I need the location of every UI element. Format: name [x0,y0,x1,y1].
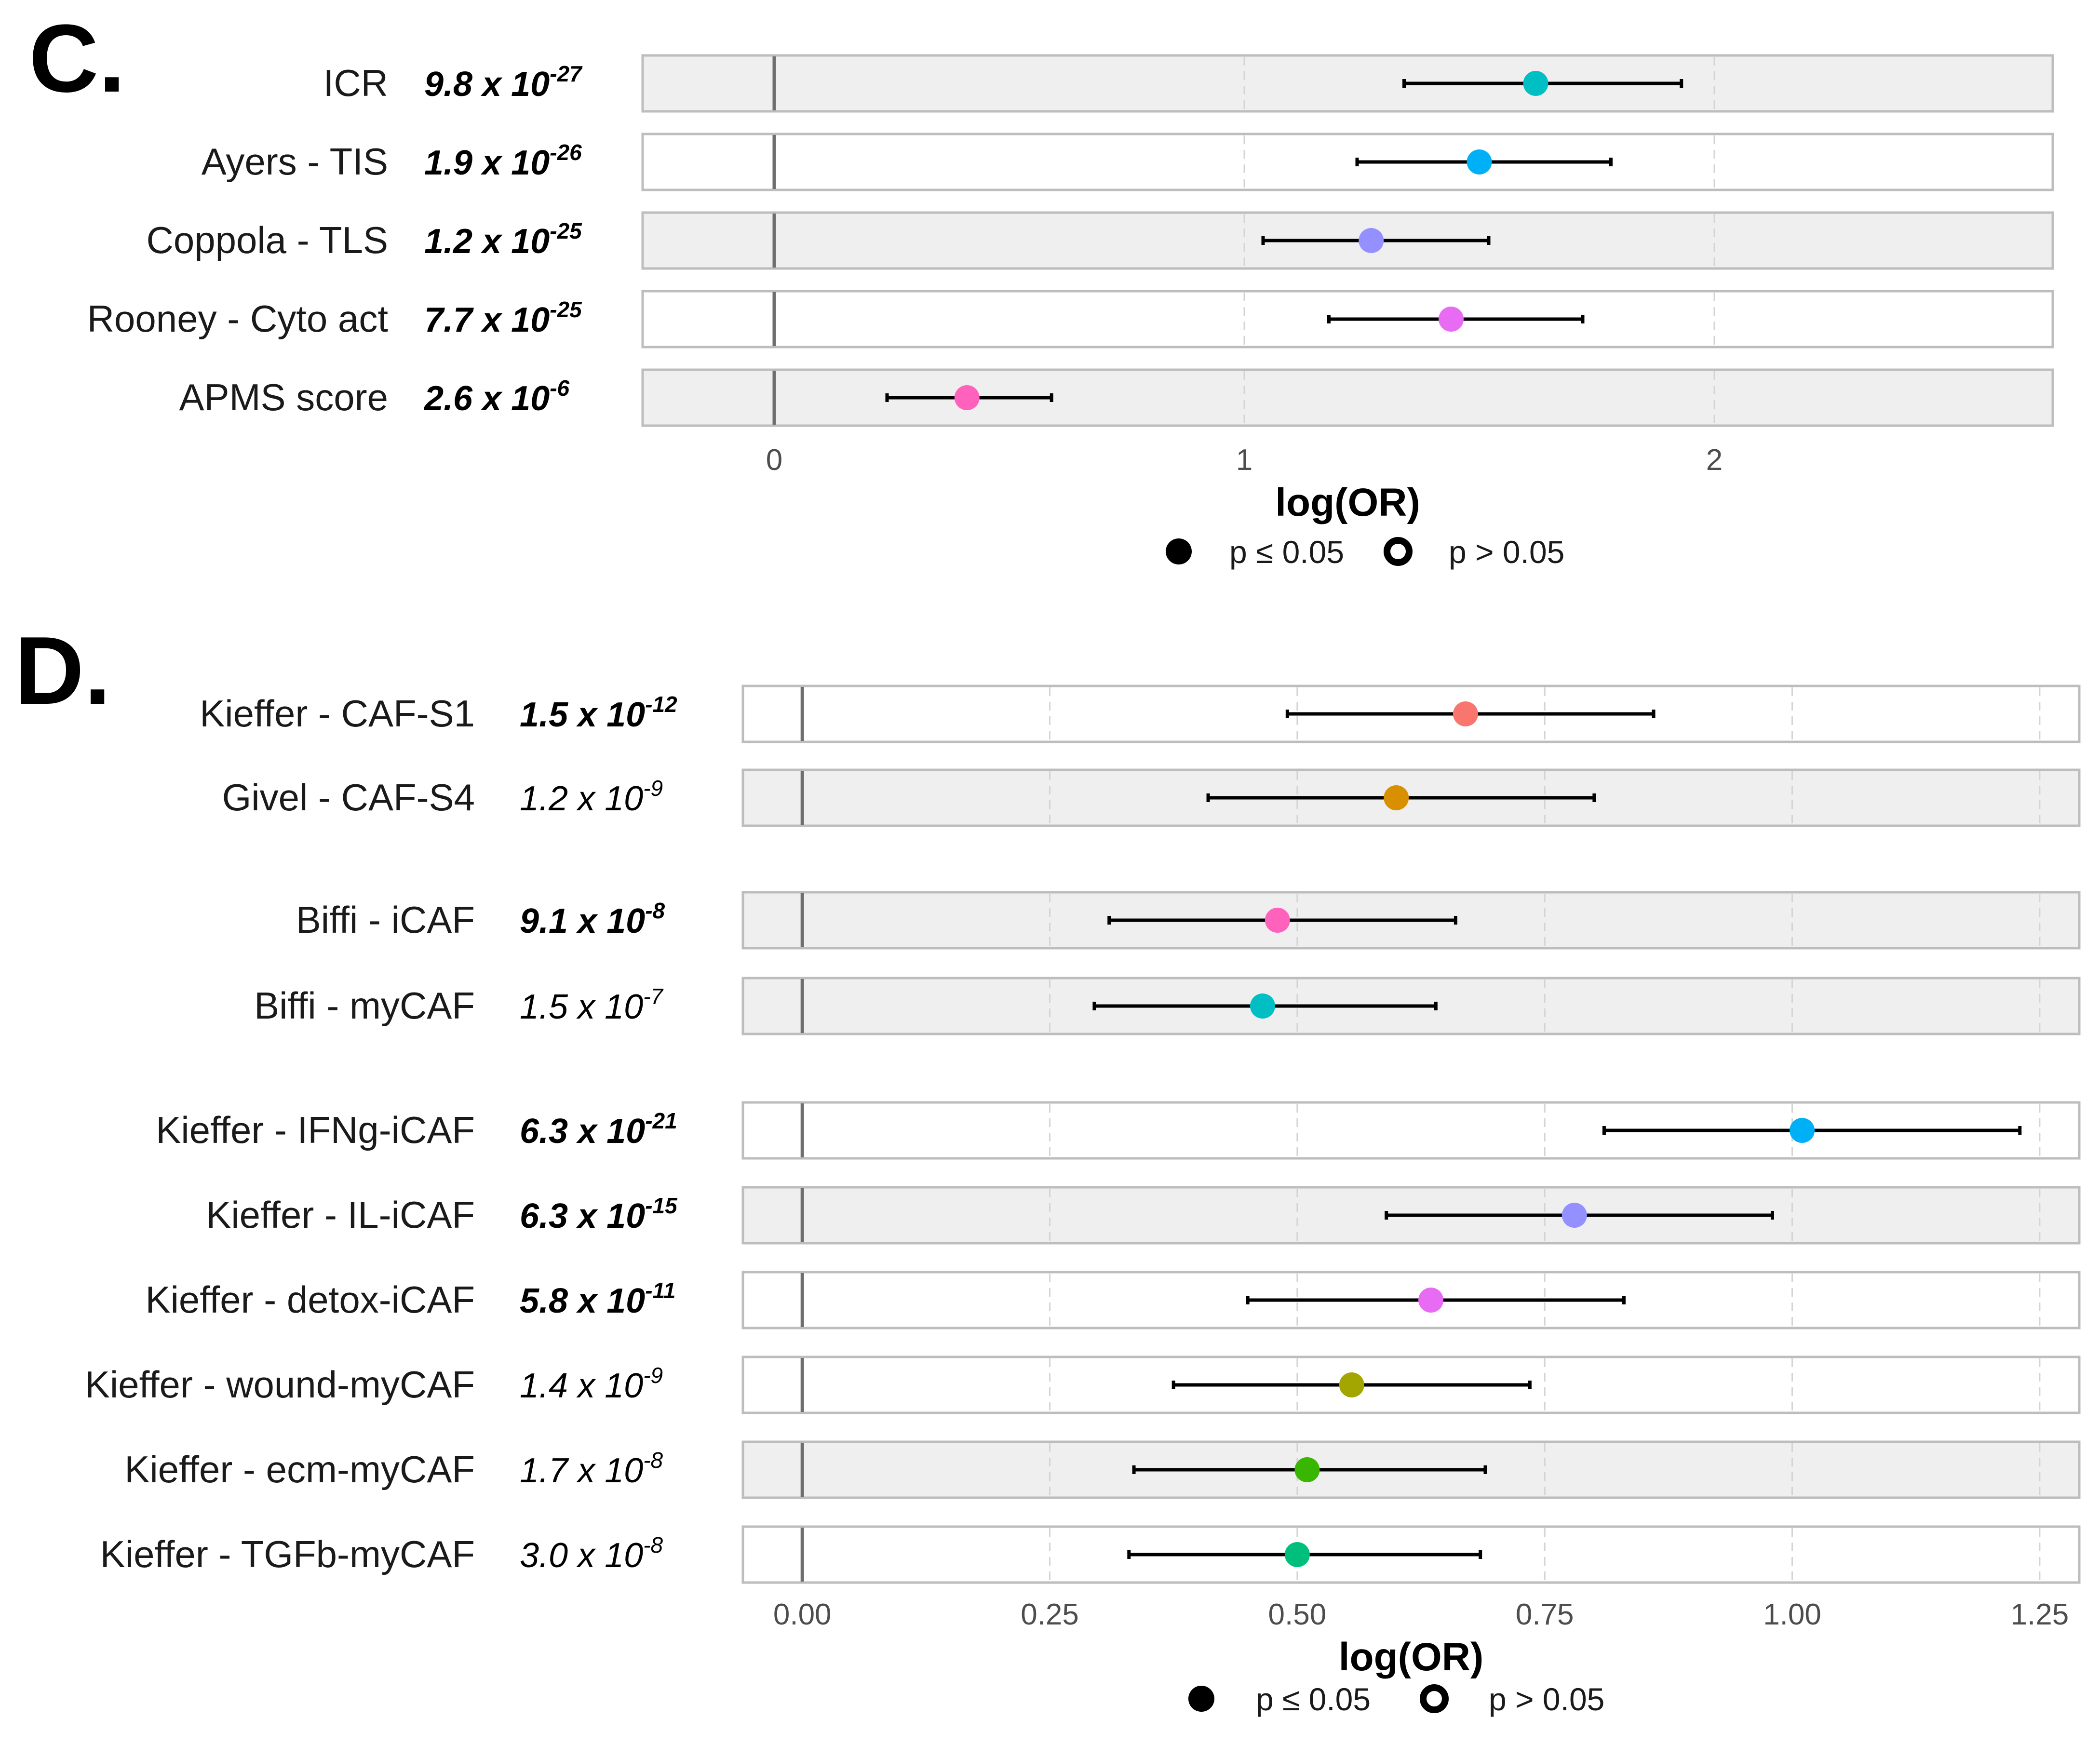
c-p-value: 7.7 x 10-25 [424,297,582,339]
d-p-value: 1.4 x 10-9 [520,1363,663,1405]
c-legend-filled-marker [1166,538,1192,564]
d-p-value: 5.8 x 10-11 [520,1278,675,1320]
d-tick-label: 1.25 [2011,1598,2069,1631]
d-row-label: Kieffer - IL-iCAF [206,1194,475,1236]
d-row-label: Biffi - iCAF [296,899,475,941]
c-estimate-point [1467,149,1492,174]
d-legend-label: p > 0.05 [1489,1681,1604,1717]
c-row-label: Ayers - TIS [202,140,388,183]
d-estimate-point [1384,785,1409,810]
d-row-label: Givel - CAF-S4 [222,776,475,819]
c-legend-label: p ≤ 0.05 [1229,534,1344,570]
d-p-value: 9.1 x 10-8 [520,898,665,940]
d-tick-label: 0.50 [1268,1598,1327,1631]
d-row-label: Kieffer - TGFb-myCAF [100,1533,475,1575]
d-tick-label: 1.00 [1763,1598,1821,1631]
c-legend-label: p > 0.05 [1449,534,1564,570]
d-p-value: 1.5 x 10-7 [520,984,664,1026]
d-legend-filled-marker [1188,1686,1214,1712]
c-row-label: Coppola - TLS [146,219,388,261]
c-row-label: APMS score [179,376,388,418]
d-estimate-point [1250,993,1275,1019]
d-estimate-point [1418,1288,1444,1313]
d-p-value: 1.5 x 10-12 [520,692,677,734]
c-tick-label: 2 [1706,443,1723,477]
c-tick-label: 1 [1236,443,1252,477]
panel-d: D. Kieffer - CAF-S1 1.5 x 10-12 Givel - CA… [14,617,2081,1717]
d-row-label: Kieffer - IFNg-iCAF [156,1109,475,1151]
d-axis-title: log(OR) [1339,1635,1484,1679]
c-p-value: 2.6 x 10-6 [423,376,570,418]
panel-d-label: D. [14,617,111,725]
panel-c: C. ICR 9.8 x 10-27 Ayers - TIS 1.9 x 10-26 C… [29,5,2054,570]
c-row-label: ICR [323,62,388,104]
d-estimate-point [1453,701,1478,726]
d-row-label: Kieffer - ecm-myCAF [124,1448,475,1490]
d-tick-label: 0.75 [1516,1598,1574,1631]
d-estimate-point [1339,1372,1364,1397]
c-estimate-point [1359,228,1384,253]
c-row-panel [641,54,2054,113]
d-p-value: 1.2 x 10-9 [520,776,663,818]
d-legend-label: p ≤ 0.05 [1256,1681,1371,1717]
c-row-panel [641,133,2054,191]
c-estimate-point [954,385,980,410]
c-row-label: Rooney - Cyto act [87,297,389,340]
d-p-value: 1.7 x 10-8 [520,1448,663,1490]
d-tick-label: 0.25 [1021,1598,1079,1631]
c-legend-open-marker [1384,537,1413,566]
c-row-panel [641,368,2054,427]
d-p-value: 6.3 x 10-15 [520,1193,678,1235]
d-estimate-point [1284,1542,1310,1567]
c-axis-title: log(OR) [1275,481,1420,524]
c-p-value: 1.9 x 10-26 [424,140,582,182]
d-row-label: Biffi - myCAF [254,984,475,1027]
d-p-value: 6.3 x 10-21 [520,1108,677,1151]
d-estimate-point [1562,1203,1587,1228]
c-estimate-point [1523,71,1548,96]
d-p-value: 3.0 x 10-8 [520,1532,663,1575]
d-estimate-point [1790,1118,1815,1143]
d-estimate-point [1294,1457,1320,1482]
c-estimate-point [1439,307,1464,332]
c-tick-label: 0 [766,443,782,477]
d-tick-label: 0.00 [773,1598,832,1631]
d-estimate-point [1265,908,1290,933]
d-row-label: Kieffer - detox-iCAF [146,1278,475,1321]
c-p-value: 9.8 x 10-27 [424,61,583,104]
d-legend-open-marker [1420,1684,1449,1713]
d-row-panel [741,1186,2081,1245]
d-row-label: Kieffer - CAF-S1 [200,692,475,735]
d-row-label: Kieffer - wound-myCAF [85,1363,475,1406]
c-p-value: 1.2 x 10-25 [424,218,582,261]
panel-c-label: C. [29,5,125,112]
